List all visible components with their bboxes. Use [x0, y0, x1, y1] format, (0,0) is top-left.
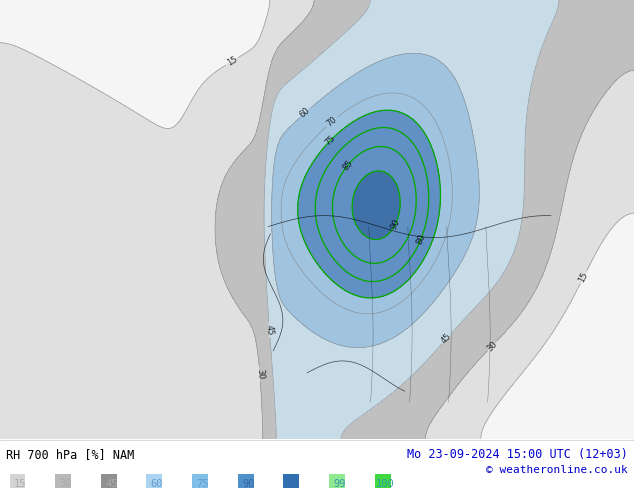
Text: 30: 30 [485, 339, 499, 353]
Text: RH 700 hPa [%] NAM: RH 700 hPa [%] NAM [6, 448, 134, 461]
Text: 90: 90 [389, 217, 402, 230]
Text: 90: 90 [242, 480, 254, 490]
Bar [101, 473, 117, 488]
Bar [238, 473, 254, 488]
Text: 15: 15 [225, 55, 239, 68]
Text: © weatheronline.co.uk: © weatheronline.co.uk [486, 466, 628, 475]
Bar [375, 473, 391, 488]
Text: 95: 95 [288, 480, 300, 490]
Text: 85: 85 [341, 158, 355, 172]
Text: 100: 100 [376, 480, 394, 490]
Bar [192, 473, 208, 488]
Text: 30: 30 [60, 480, 72, 490]
Text: 75: 75 [197, 480, 209, 490]
Text: 45: 45 [439, 332, 453, 345]
Bar [329, 473, 345, 488]
Bar [283, 473, 299, 488]
Text: 80: 80 [415, 232, 427, 245]
Bar [146, 473, 162, 488]
Text: 60: 60 [151, 480, 163, 490]
Text: 15: 15 [577, 270, 590, 284]
Bar [55, 473, 71, 488]
Text: 45: 45 [264, 324, 275, 336]
Text: 15: 15 [14, 480, 26, 490]
Text: Mo 23-09-2024 15:00 UTC (12+03): Mo 23-09-2024 15:00 UTC (12+03) [407, 448, 628, 461]
Text: 45: 45 [105, 480, 117, 490]
Text: 30: 30 [255, 368, 265, 380]
Text: 60: 60 [298, 106, 312, 120]
Text: 70: 70 [325, 115, 339, 128]
Text: 75: 75 [323, 134, 337, 148]
Bar [10, 473, 25, 488]
Text: 99: 99 [333, 480, 346, 490]
